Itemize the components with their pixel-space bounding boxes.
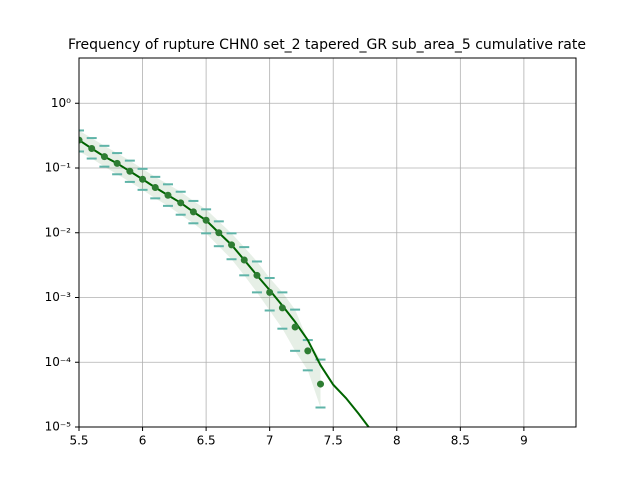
x-tick-label: 8 (393, 434, 401, 448)
data-point (139, 175, 147, 183)
data-point (189, 208, 197, 216)
axes-frame (78, 57, 577, 428)
x-tick-label: 6.5 (197, 434, 216, 448)
data-point (202, 216, 210, 224)
data-point (317, 380, 325, 388)
data-point (126, 167, 134, 175)
data-point (88, 145, 96, 153)
x-tick-label: 7 (266, 434, 274, 448)
y-tick-label: 10⁻⁴ (45, 355, 72, 369)
data-point (79, 136, 83, 144)
y-tick-label: 10⁻¹ (45, 161, 72, 175)
chart-title: Frequency of rupture CHN0 set_2 tapered_… (68, 37, 586, 53)
data-point (151, 183, 159, 191)
data-point (100, 153, 108, 161)
y-tick-label: 10⁻⁵ (45, 420, 72, 434)
data-point (253, 271, 261, 279)
x-tick-label: 8.5 (451, 434, 470, 448)
data-point (304, 347, 312, 355)
x-tick-label: 9 (520, 434, 528, 448)
x-tick-label: 6 (139, 434, 147, 448)
plot-area (79, 129, 370, 427)
data-point (266, 288, 274, 296)
data-point (113, 159, 121, 167)
data-point (215, 229, 223, 237)
x-tick-label: 7.5 (324, 434, 343, 448)
data-point (278, 304, 286, 312)
data-point (164, 191, 172, 199)
x-tick-label: 5.5 (69, 434, 88, 448)
data-point (177, 199, 185, 207)
y-tick-label: 10⁻² (45, 225, 72, 239)
data-point (240, 256, 248, 264)
data-point (291, 323, 299, 331)
y-tick-label: 10⁰ (51, 96, 71, 110)
y-tick-label: 10⁻³ (45, 290, 72, 304)
data-point (228, 241, 236, 249)
ticks: 5.5 6 6.5 7 7.5 8 8.5 9 10⁻⁵ 10⁻⁴ 10⁻³ 10⁻² 10⁻¹ 10⁰ (45, 96, 528, 448)
